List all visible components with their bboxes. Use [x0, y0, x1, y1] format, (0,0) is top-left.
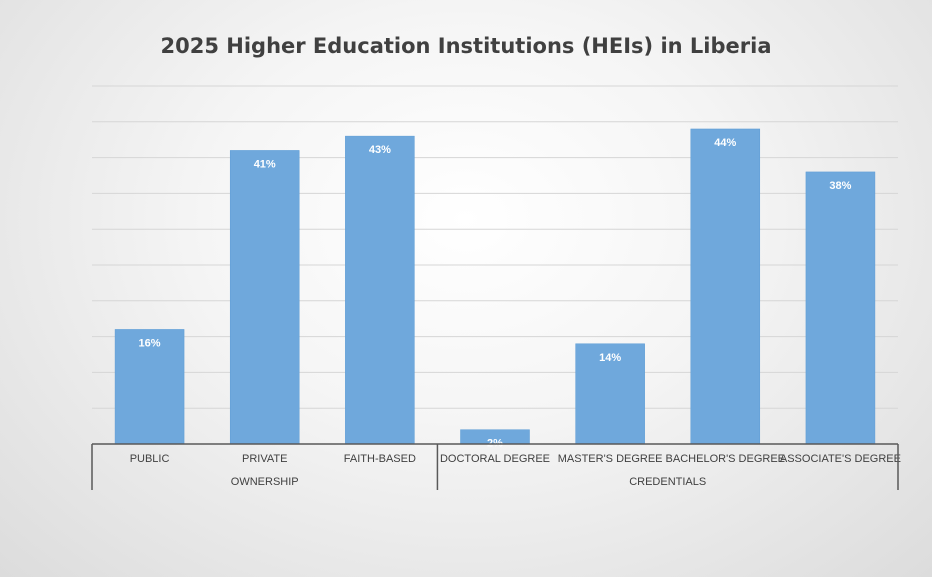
x-tick-label: PUBLIC [130, 453, 170, 465]
data-label: 44% [714, 137, 736, 149]
group-label: OWNERSHIP [231, 476, 299, 488]
bar [805, 171, 876, 445]
x-tick-label: DOCTORAL DEGREE [440, 453, 550, 465]
bar [114, 329, 185, 445]
group-label: CREDENTIALS [629, 476, 706, 488]
x-tick-label: MASTER'S DEGREE [558, 453, 663, 465]
x-tick-label: BACHELOR'S DEGREE [666, 453, 785, 465]
data-label: 38% [829, 180, 851, 192]
bar [229, 150, 300, 445]
x-tick-label: FAITH-BASED [344, 453, 416, 465]
data-label: 16% [139, 337, 161, 349]
data-label: 43% [369, 144, 391, 156]
data-label: 41% [254, 158, 276, 170]
data-label: 14% [599, 352, 621, 364]
chart-title: 2025 Higher Education Institutions (HEIs… [160, 34, 772, 58]
x-tick-label: PRIVATE [242, 453, 287, 465]
bar [345, 135, 415, 445]
bar [690, 128, 761, 445]
x-tick-label: ASSOCIATE'S DEGREE [780, 453, 901, 465]
